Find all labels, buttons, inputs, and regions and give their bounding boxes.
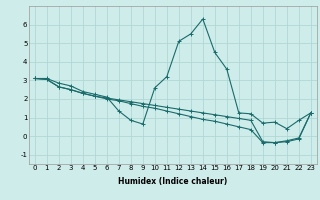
X-axis label: Humidex (Indice chaleur): Humidex (Indice chaleur) bbox=[118, 177, 228, 186]
